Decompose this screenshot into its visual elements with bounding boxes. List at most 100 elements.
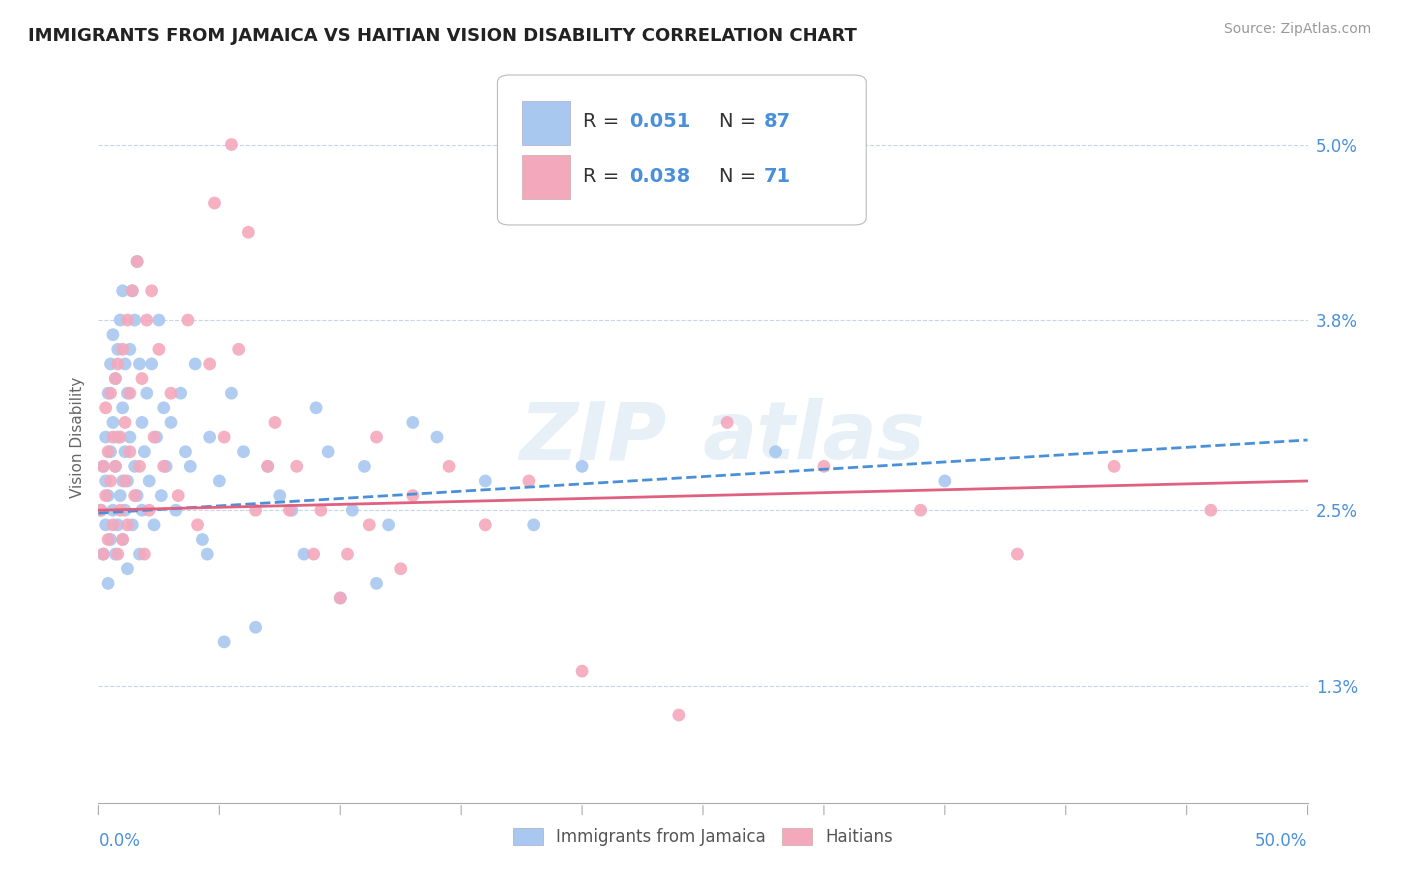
Point <box>108 489 131 503</box>
Point <box>128 459 150 474</box>
Point <box>1199 503 1222 517</box>
FancyBboxPatch shape <box>522 155 569 200</box>
Point <box>114 416 136 430</box>
Point <box>101 517 124 532</box>
Point <box>118 343 141 357</box>
Point <box>100 474 122 488</box>
Point <box>94 401 117 415</box>
Point <box>256 459 278 474</box>
Point <box>97 444 120 458</box>
Point <box>107 343 129 357</box>
Point <box>329 591 352 605</box>
Point <box>121 284 143 298</box>
Point <box>517 474 540 488</box>
Point <box>111 474 134 488</box>
Point <box>150 489 173 503</box>
Point <box>124 489 146 503</box>
Text: Source: ZipAtlas.com: Source: ZipAtlas.com <box>1223 22 1371 37</box>
Point <box>302 547 325 561</box>
Point <box>141 357 163 371</box>
Point <box>160 416 183 430</box>
Point <box>100 357 122 371</box>
Point <box>329 591 352 605</box>
Point <box>127 254 149 268</box>
Point <box>212 635 235 649</box>
Point <box>100 533 122 547</box>
Point <box>90 503 112 517</box>
Point <box>108 313 131 327</box>
Point <box>127 489 149 503</box>
Point <box>100 386 122 401</box>
Point <box>111 401 134 415</box>
Point <box>160 386 183 401</box>
Point <box>118 444 141 458</box>
Point <box>104 371 127 385</box>
Point <box>94 474 117 488</box>
Point <box>198 357 221 371</box>
Text: 50.0%: 50.0% <box>1256 832 1308 850</box>
Point <box>128 357 150 371</box>
Point <box>228 343 250 357</box>
Point <box>128 547 150 561</box>
Point <box>90 503 112 517</box>
Point <box>179 459 201 474</box>
Point <box>813 459 835 474</box>
Point <box>278 503 301 517</box>
Point <box>208 474 231 488</box>
Point <box>285 459 308 474</box>
Point <box>342 503 364 517</box>
Point <box>765 444 787 458</box>
Point <box>121 284 143 298</box>
Point <box>366 576 388 591</box>
Point <box>114 503 136 517</box>
Point <box>117 386 139 401</box>
Text: R =: R = <box>583 112 620 131</box>
Point <box>437 459 460 474</box>
Point <box>111 533 134 547</box>
Point <box>91 547 114 561</box>
Point <box>934 474 956 488</box>
Point <box>143 430 166 444</box>
Point <box>366 430 388 444</box>
Point <box>198 430 221 444</box>
Legend: Immigrants from Jamaica, Haitians: Immigrants from Jamaica, Haitians <box>506 822 900 853</box>
Point <box>204 196 226 211</box>
Point <box>305 401 328 415</box>
Point <box>138 474 160 488</box>
Point <box>155 459 177 474</box>
Text: N =: N = <box>718 167 756 186</box>
Point <box>1102 459 1125 474</box>
Point <box>91 459 114 474</box>
Point <box>111 284 134 298</box>
Point <box>94 517 117 532</box>
Text: 71: 71 <box>763 167 790 186</box>
Point <box>111 533 134 547</box>
Point <box>152 401 174 415</box>
FancyBboxPatch shape <box>498 75 866 225</box>
Point <box>245 620 267 634</box>
Point <box>292 547 315 561</box>
Point <box>232 444 254 458</box>
Point <box>165 503 187 517</box>
Text: atlas: atlas <box>703 398 925 476</box>
Point <box>359 517 381 532</box>
Point <box>97 386 120 401</box>
Point <box>221 137 243 152</box>
Point <box>94 489 117 503</box>
Text: 0.0%: 0.0% <box>98 832 141 850</box>
Text: 87: 87 <box>763 112 790 131</box>
Point <box>114 444 136 458</box>
Point <box>148 313 170 327</box>
Point <box>100 444 122 458</box>
Point <box>389 562 412 576</box>
Point <box>523 517 546 532</box>
Point <box>114 357 136 371</box>
Text: R =: R = <box>583 167 620 186</box>
Point <box>269 489 291 503</box>
Point <box>108 503 131 517</box>
Point <box>117 313 139 327</box>
Point <box>101 327 124 342</box>
Point <box>910 503 932 517</box>
Point <box>107 430 129 444</box>
Point <box>426 430 449 444</box>
